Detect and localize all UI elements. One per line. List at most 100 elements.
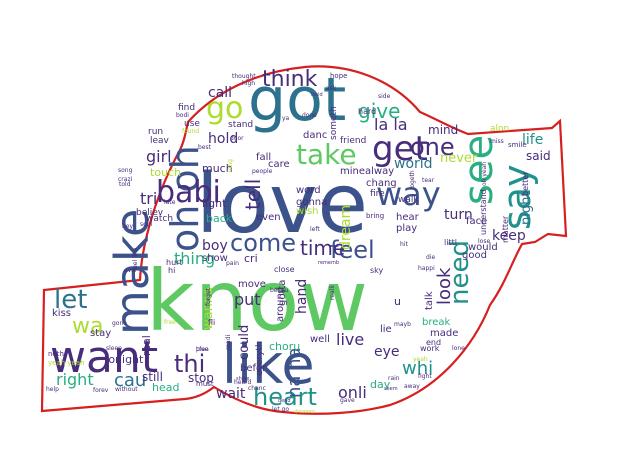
cloud-word: na na [284,347,305,398]
cloud-word: turn [444,207,473,223]
cloud-word: got [248,65,346,135]
cloud-word: right [56,370,94,389]
cloud-word: gone [112,320,127,327]
cloud-word: walk [398,195,419,205]
cloud-word: back [206,212,233,225]
cloud-word: know [146,252,368,350]
cloud-word: look [434,267,455,305]
cloud-word: would [468,242,498,253]
cloud-word: use [184,119,200,129]
cloud-word: feel like [132,247,139,271]
cloud-word: alway [365,166,394,177]
cloud-word: let go [272,406,289,413]
cloud-word: seem [384,386,398,392]
cloud-word: stop [188,371,214,385]
cloud-word: thing [174,249,215,268]
cloud-word: long [227,159,234,172]
cloud-word: everyth [255,341,265,376]
cloud-word: stay [90,328,111,339]
cloud-word: mayb [394,321,411,328]
cloud-word: rain [388,375,400,382]
cloud-word: becau [270,287,288,294]
cloud-word: ask [326,85,337,92]
cloud-word: mind [428,123,458,137]
cloud-word: move [238,279,266,290]
cloud-word: bring [366,212,384,220]
cloud-word: make [105,209,159,335]
cloud-word: smile [508,141,527,149]
cloud-word: dreamer [294,409,316,415]
cloud-word: one [410,133,455,161]
cloud-word: die [426,254,435,261]
cloud-outline [40,65,568,415]
cloud-word: alon [490,124,509,134]
cloud-word: night [519,192,534,225]
cloud-word: keep [492,228,526,244]
cloud-word: made [430,328,458,339]
cloud-word: away [404,383,420,390]
cloud-word: watch [146,214,173,224]
cloud-word: girl [146,147,172,166]
cloud-word: thi [174,350,205,378]
cloud-word: crazi [118,176,133,183]
cloud-word: chanc [248,385,266,392]
cloud-word: love [196,157,368,252]
cloud-word: understand [479,189,488,235]
cloud-word: wanna [201,287,216,330]
cloud-word: sky [370,266,384,275]
cloud-word: play [396,223,417,234]
cloud-word: eye [374,344,400,360]
cloud-word: matter [501,215,510,243]
cloud-word: yeah yeah [48,359,85,367]
cloud-word: oh yeah [481,162,488,186]
cloud-word: fight [418,373,432,380]
cloud-word: thought [232,73,256,80]
cloud-word: tri [140,189,157,208]
cloud-word: tell [241,179,265,210]
cloud-word: give [358,99,400,123]
cloud-word: heard [234,379,252,386]
cloud-word: mine [340,166,365,177]
cloud-word: let [54,285,87,315]
cloud-word: say [495,164,539,230]
cloud-word: fall [256,152,271,163]
cloud-word: head [152,381,179,394]
cloud-word: heart [253,383,317,411]
cloud-word: hand [294,279,310,314]
cloud-word: hear [396,212,420,223]
cloud-word: well [310,334,330,345]
cloud-word: time [300,236,345,260]
cloud-word: good [462,250,487,261]
cloud-word: life [522,132,543,148]
cloud-word: u [394,295,401,308]
cloud-word: realli [329,285,336,300]
cloud-word: lose [478,238,490,245]
cloud-word: left [310,226,320,233]
cloud-word: whi [402,358,433,379]
cloud-word: help [46,386,59,393]
cloud-word: dream [338,205,354,250]
cloud-word: yeah [413,356,428,363]
cloud-word: live [336,330,364,349]
cloud-word: end [426,338,441,347]
cloud-word: close [274,265,295,274]
cloud-word: like [222,333,315,396]
cloud-word: find [178,103,195,113]
cloud-word: chang [366,178,397,189]
cloud-word: soul [140,221,153,228]
cloud-word: happi [418,265,435,272]
cloud-word: touch [150,166,181,179]
cloud-word: could [237,325,252,360]
cloud-word: hold [208,131,238,147]
cloud-word: dead [278,398,291,404]
cloud-word: wa [72,314,103,339]
cloud-word: hope [330,72,347,80]
cloud-word: befor [240,363,267,374]
cloud-word: word [296,185,321,196]
cloud-word: tonight [104,353,144,366]
cloud-word: babi [156,175,221,210]
cloud-word: much [202,162,233,175]
cloud-word: pain [226,260,239,267]
cloud-word: said [526,149,551,163]
cloud-word: free [164,319,176,326]
